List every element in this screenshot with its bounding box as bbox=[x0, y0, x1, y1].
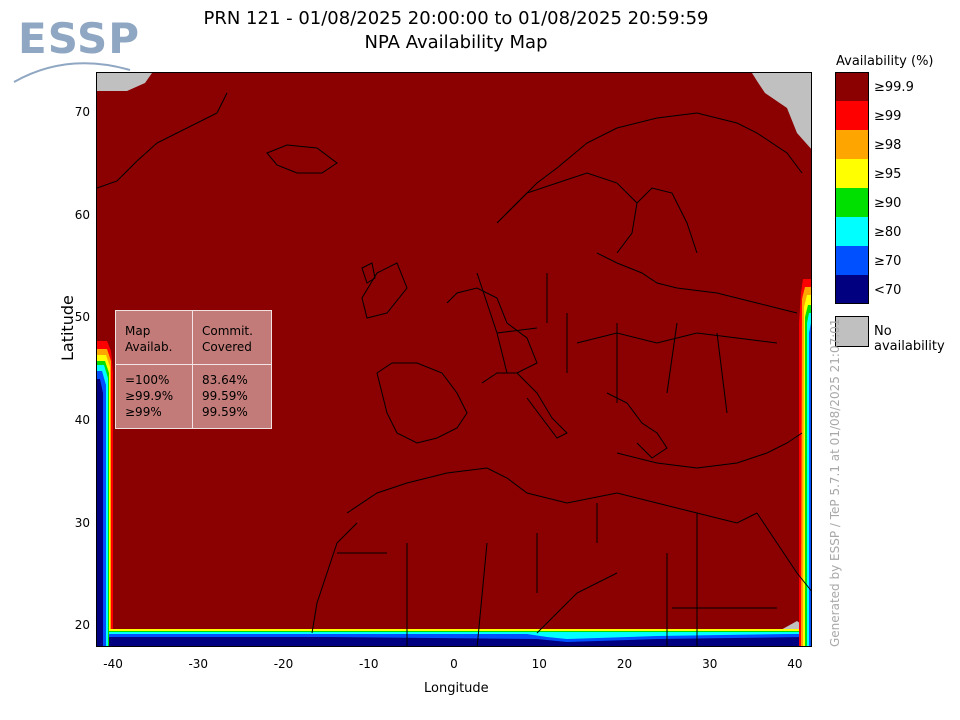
legend-label: ≥98 bbox=[874, 138, 902, 153]
southern-edge-degradation bbox=[109, 629, 805, 646]
legend-border bbox=[835, 72, 869, 304]
x-tick-label: -30 bbox=[188, 657, 209, 671]
y-tick-label: 70 bbox=[74, 105, 90, 120]
legend-label: ≥99.9 bbox=[874, 80, 914, 95]
map-title: PRN 121 - 01/08/2025 20:00:00 to 01/08/2… bbox=[203, 8, 709, 29]
legend-title: Availability (%) bbox=[836, 54, 934, 69]
y-tick-label: 50 bbox=[74, 310, 90, 325]
x-tick-label: 30 bbox=[702, 657, 718, 671]
generated-by-credit: Generated by ESSP / TeP 5.7.1 at 01/08/2… bbox=[828, 318, 842, 647]
y-tick-label: 30 bbox=[74, 515, 90, 530]
no-availability-swatch bbox=[835, 316, 869, 347]
x-tick-label: -20 bbox=[273, 657, 294, 671]
x-tick-label: 20 bbox=[616, 657, 633, 671]
stats-header-map: Map Availab. bbox=[125, 324, 173, 354]
stats-header-covered: Commit. Covered bbox=[202, 324, 253, 354]
legend-swatch bbox=[836, 275, 868, 304]
stats-covered: 83.64% bbox=[202, 373, 248, 387]
stats-level: ≥99.9% bbox=[125, 389, 174, 403]
y-axis-label: Latitude bbox=[58, 295, 77, 361]
essp-logo: ESSP bbox=[12, 10, 139, 83]
stats-covered: 99.59% bbox=[202, 389, 248, 403]
x-axis-label: Longitude bbox=[424, 681, 489, 696]
stats-level: =100% bbox=[125, 373, 170, 387]
y-tick-label: 20 bbox=[74, 618, 90, 633]
coastlines bbox=[97, 92, 811, 646]
legend-swatch bbox=[836, 217, 868, 246]
no-availability-label: No availability bbox=[874, 324, 945, 354]
legend-swatch bbox=[836, 130, 868, 159]
legend-swatch bbox=[836, 159, 868, 188]
stats-covered: 99.59% bbox=[202, 405, 248, 419]
eastern-edge-degradation bbox=[799, 279, 811, 646]
y-tick-label: 40 bbox=[74, 413, 90, 428]
legend-label: ≥99 bbox=[874, 109, 902, 124]
x-tick-label: 40 bbox=[787, 657, 803, 671]
legend-label: <70 bbox=[874, 283, 902, 298]
x-tick-label: -10 bbox=[358, 657, 379, 671]
coverage-stats-table: Map Availab. Commit. Covered =100% 83.64… bbox=[115, 310, 272, 429]
logo-swoosh bbox=[13, 62, 131, 83]
x-tick-label: 0 bbox=[450, 657, 458, 671]
legend-label: ≥80 bbox=[874, 225, 902, 240]
legend-swatch bbox=[836, 101, 868, 130]
legend-label: ≥95 bbox=[874, 167, 902, 182]
stats-level: ≥99% bbox=[125, 405, 162, 419]
logo-text: ESSP bbox=[18, 14, 141, 63]
western-edge-degradation bbox=[97, 341, 113, 646]
map-subtitle: NPA Availability Map bbox=[364, 32, 548, 53]
y-tick-label: 60 bbox=[74, 207, 90, 222]
legend-label: ≥70 bbox=[874, 254, 902, 269]
legend-swatch bbox=[836, 72, 868, 101]
legend-label: ≥90 bbox=[874, 196, 902, 211]
x-tick-label: -40 bbox=[103, 657, 123, 671]
legend-swatch bbox=[836, 246, 868, 275]
x-tick-label: 10 bbox=[531, 657, 547, 671]
legend-swatch bbox=[836, 188, 868, 217]
